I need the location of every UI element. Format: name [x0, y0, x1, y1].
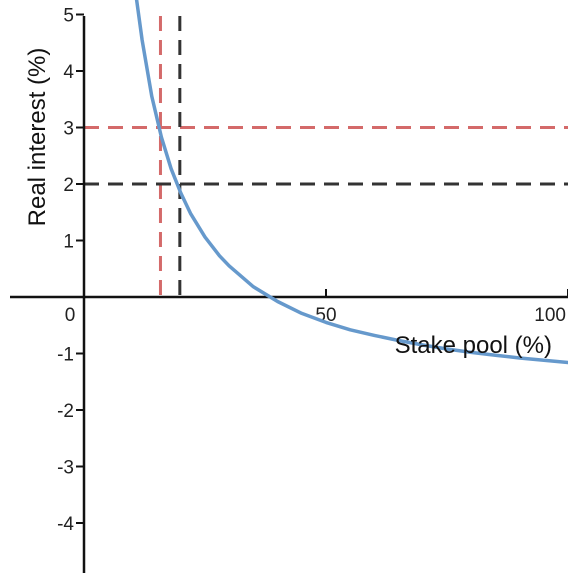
y-tick-label: -5	[57, 571, 74, 573]
x-tick-label: 100	[534, 305, 566, 326]
y-tick-label: 5	[63, 6, 74, 27]
y-tick-label: -2	[57, 401, 74, 422]
y-tick-label: 3	[63, 119, 74, 140]
y-tick-label: 1	[63, 232, 74, 253]
y-tick-label: 2	[63, 175, 74, 196]
x-axis-title: Stake pool (%)	[395, 332, 552, 359]
y-tick-label: 4	[63, 62, 74, 83]
y-tick-label: -4	[57, 514, 74, 535]
data-series	[134, 0, 568, 365]
axes	[10, 16, 568, 573]
y-tick-label: -3	[57, 458, 74, 479]
y-axis-title: Real interest (%)	[24, 48, 51, 227]
y-tick-label: -1	[57, 345, 74, 366]
reference-lines	[84, 16, 568, 297]
x-tick-label: 0	[65, 305, 76, 326]
series-line-0	[134, 0, 568, 365]
